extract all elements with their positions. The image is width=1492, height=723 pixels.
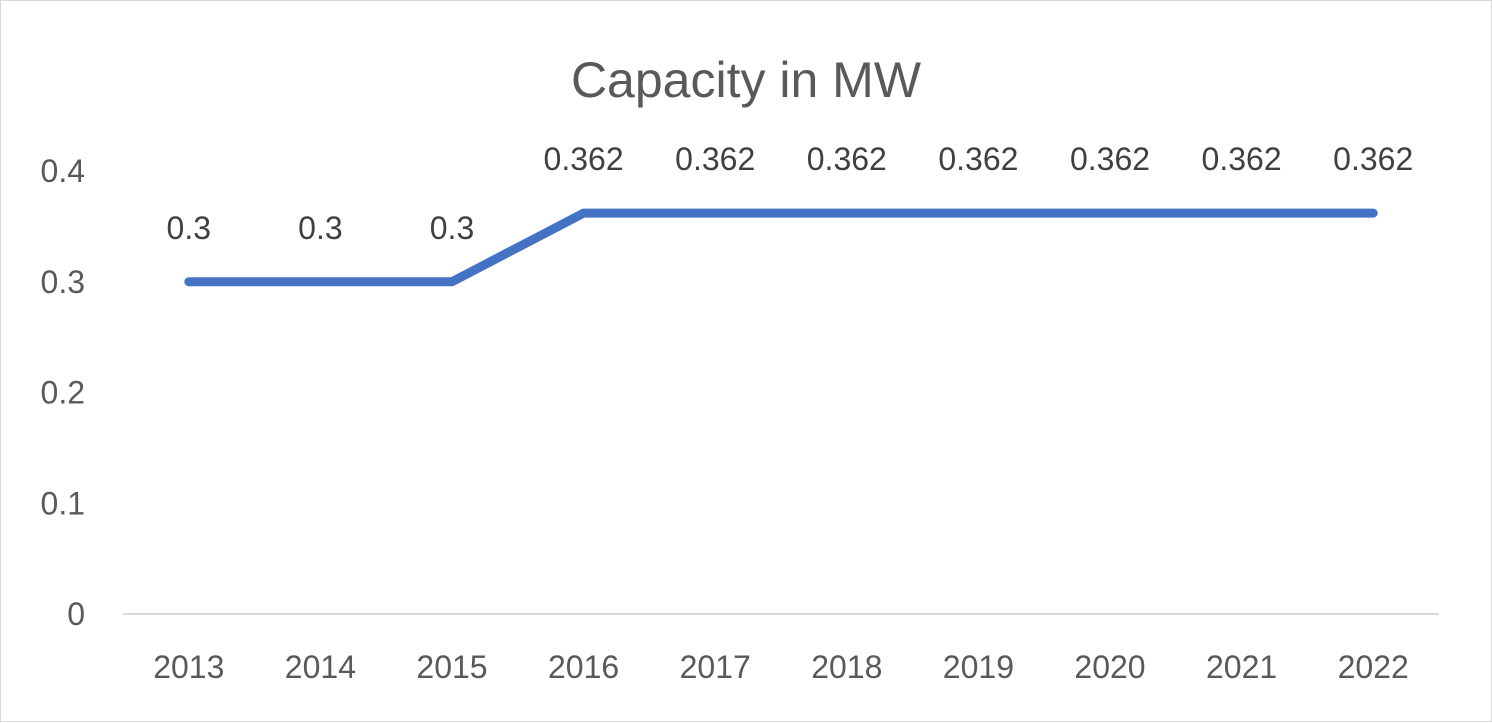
data-label: 0.362 xyxy=(675,141,755,177)
x-axis: 2013 2014 2015 2016 2017 2018 2019 2020 2021 2022 xyxy=(123,613,1439,685)
x-tick-label: 2019 xyxy=(943,649,1014,685)
data-label: 0.3 xyxy=(298,210,342,246)
series-group xyxy=(184,208,1378,287)
y-axis-ticks: 0 0.1 0.2 0.3 0.4 xyxy=(41,153,85,632)
x-tick-label: 2014 xyxy=(285,649,356,685)
data-label: 0.362 xyxy=(1070,141,1150,177)
data-label: 0.362 xyxy=(1202,141,1282,177)
x-tick-label: 2015 xyxy=(416,649,487,685)
y-tick-label: 0.4 xyxy=(41,153,85,189)
chart-title: Capacity in MW xyxy=(571,52,922,108)
y-tick-label: 0.1 xyxy=(41,485,85,521)
data-label: 0.362 xyxy=(1333,141,1413,177)
x-tick-label: 2016 xyxy=(548,649,619,685)
data-label: 0.362 xyxy=(938,141,1018,177)
x-tick-label: 2017 xyxy=(680,649,751,685)
x-tick-label: 2018 xyxy=(811,649,882,685)
data-label: 0.3 xyxy=(430,210,474,246)
data-label: 0.362 xyxy=(807,141,887,177)
data-label: 0.3 xyxy=(167,210,211,246)
x-tick-label: 2022 xyxy=(1338,649,1409,685)
y-tick-label: 0.2 xyxy=(41,375,85,411)
y-tick-label: 0 xyxy=(67,596,85,632)
x-tick-label: 2013 xyxy=(153,649,224,685)
data-label: 0.362 xyxy=(544,141,624,177)
series-line xyxy=(184,208,1378,287)
x-tick-label: 2021 xyxy=(1206,649,1277,685)
y-tick-label: 0.3 xyxy=(41,264,85,300)
data-labels: 0.3 0.3 0.3 0.362 0.362 0.362 0.362 0.362 0.362 0… xyxy=(167,141,1414,246)
x-tick-label: 2020 xyxy=(1074,649,1145,685)
